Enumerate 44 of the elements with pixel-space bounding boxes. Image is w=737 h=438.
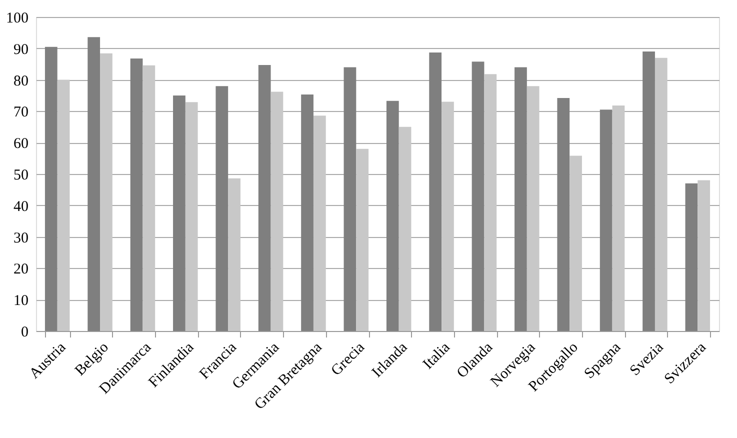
bar [398,126,412,331]
x-tick-label: Italia [420,339,454,373]
bar [228,178,240,331]
bar [612,106,625,331]
bar [44,46,58,331]
bar [313,116,326,331]
bar [472,62,484,331]
bar [386,100,399,331]
bar [685,183,698,331]
bar [216,86,228,331]
y-tick-label: 90 [14,42,28,58]
bar [526,86,540,331]
bar [514,67,527,331]
y-tick-label: 40 [14,198,28,215]
bar [57,80,70,331]
bar [142,65,156,331]
bar [557,98,570,331]
bar [570,156,582,331]
y-tick-label: 50 [14,168,28,184]
y-tick-label: 30 [14,230,28,246]
y-tick-label: 10 [14,293,28,310]
bar [100,53,112,331]
bar [654,58,668,331]
y-tick-label: 20 [14,262,28,278]
bar [185,102,198,331]
bar [173,96,186,331]
bar [344,67,356,331]
bar [301,94,314,331]
y-tick-label: 100 [6,10,28,26]
bar [600,110,612,331]
y-tick-label: 70 [14,104,28,121]
bar [88,37,100,331]
bar [642,52,655,331]
bar [270,92,284,331]
bar [442,102,454,331]
bar [698,180,710,331]
bar [258,65,271,331]
y-tick-label: 80 [14,73,28,90]
bar [356,148,369,331]
bar [484,74,497,331]
y-tick-label: 60 [14,136,28,152]
bar [429,52,442,331]
bar [130,58,143,331]
y-tick-label: 0 [21,324,28,340]
